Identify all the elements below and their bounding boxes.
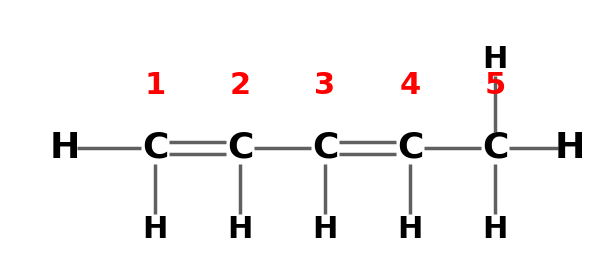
- Text: H: H: [142, 215, 167, 244]
- Text: C: C: [397, 131, 423, 165]
- Text: H: H: [482, 215, 508, 244]
- Text: 2: 2: [229, 72, 251, 101]
- Text: 5: 5: [484, 72, 506, 101]
- Text: H: H: [50, 131, 80, 165]
- Text: 3: 3: [314, 72, 335, 101]
- Text: C: C: [482, 131, 508, 165]
- Text: C: C: [312, 131, 338, 165]
- Text: 1: 1: [145, 72, 166, 101]
- Text: C: C: [227, 131, 253, 165]
- Text: 4: 4: [400, 72, 421, 101]
- Text: C: C: [142, 131, 168, 165]
- Text: H: H: [313, 215, 338, 244]
- Text: H: H: [397, 215, 422, 244]
- Text: H: H: [482, 45, 508, 75]
- Text: H: H: [227, 215, 253, 244]
- Text: H: H: [555, 131, 585, 165]
